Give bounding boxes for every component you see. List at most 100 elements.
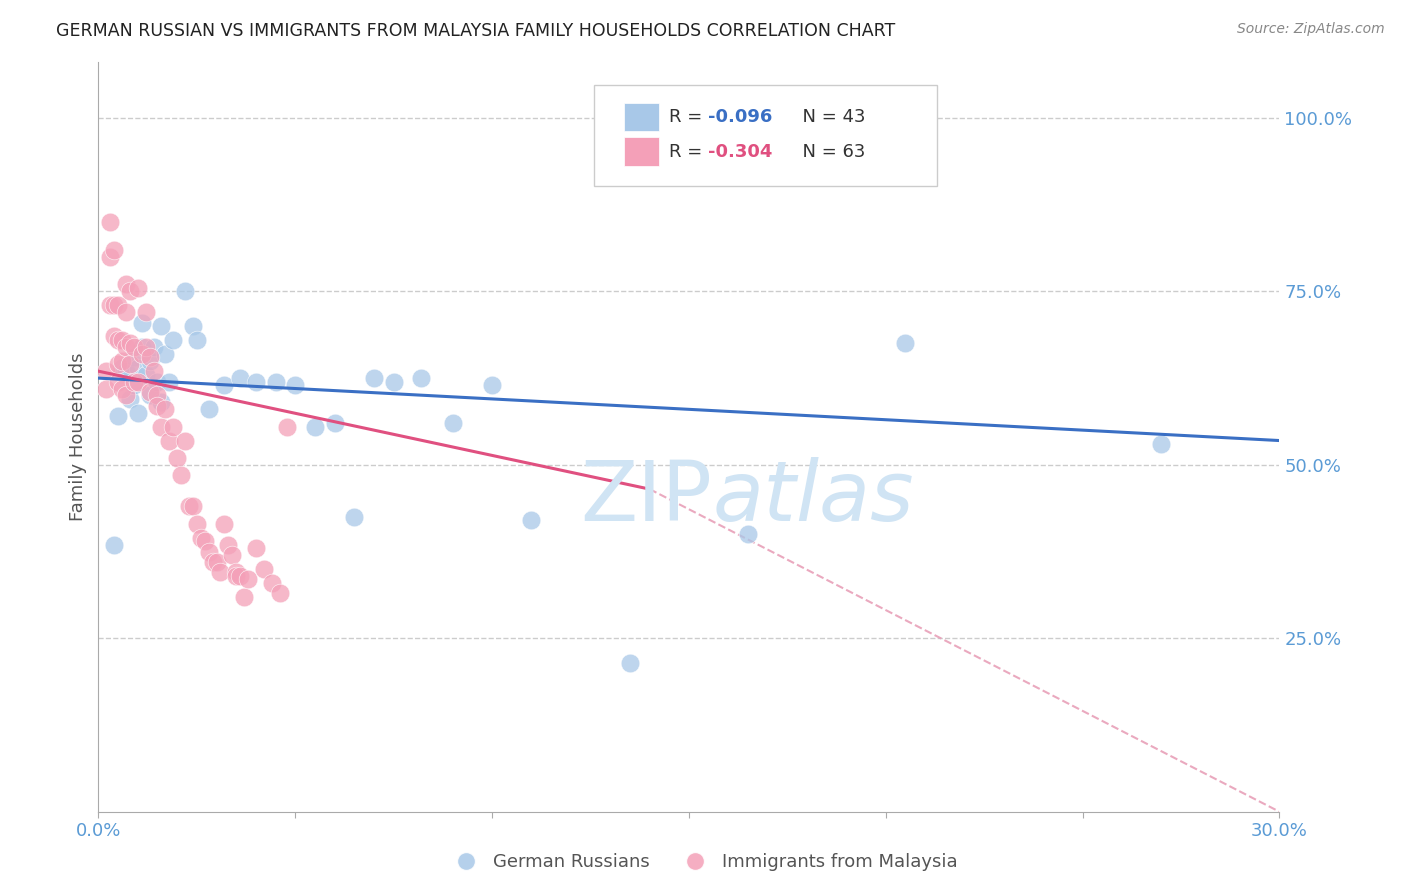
Point xyxy=(323,416,346,430)
Point xyxy=(177,500,200,514)
Point xyxy=(170,468,193,483)
Point xyxy=(135,305,157,319)
Point xyxy=(174,285,197,299)
Point xyxy=(103,298,125,312)
Point xyxy=(138,388,160,402)
Point xyxy=(142,364,165,378)
Point xyxy=(264,375,287,389)
Point xyxy=(276,419,298,434)
Point xyxy=(111,333,134,347)
Point xyxy=(150,319,173,334)
Point xyxy=(157,434,180,448)
Point xyxy=(135,340,157,354)
Point xyxy=(111,382,134,396)
Point xyxy=(520,513,543,527)
Point xyxy=(96,364,118,378)
Point xyxy=(284,378,307,392)
Text: -0.304: -0.304 xyxy=(707,143,772,161)
Point xyxy=(142,340,165,354)
Point xyxy=(138,384,160,399)
Point xyxy=(737,527,759,541)
Point xyxy=(107,409,129,424)
Point xyxy=(115,388,138,402)
Point xyxy=(111,360,134,375)
Point xyxy=(96,382,118,396)
Point xyxy=(1150,437,1173,451)
Point xyxy=(186,516,208,531)
Point xyxy=(155,347,177,361)
Text: GERMAN RUSSIAN VS IMMIGRANTS FROM MALAYSIA FAMILY HOUSEHOLDS CORRELATION CHART: GERMAN RUSSIAN VS IMMIGRANTS FROM MALAYS… xyxy=(56,22,896,40)
Point xyxy=(115,277,138,292)
Point xyxy=(131,347,153,361)
Legend: German Russians, Immigrants from Malaysia: German Russians, Immigrants from Malaysi… xyxy=(441,847,965,879)
Point xyxy=(122,351,145,365)
Y-axis label: Family Households: Family Households xyxy=(69,353,87,521)
Point xyxy=(214,378,236,392)
Point xyxy=(98,215,121,229)
FancyBboxPatch shape xyxy=(595,85,936,186)
Point xyxy=(118,285,141,299)
Point xyxy=(127,375,149,389)
Point xyxy=(245,541,267,555)
Point xyxy=(162,333,184,347)
Point xyxy=(122,378,145,392)
Point xyxy=(382,375,405,389)
Point xyxy=(118,336,141,351)
Point xyxy=(135,368,157,382)
Point xyxy=(150,419,173,434)
Point xyxy=(166,450,188,465)
Point xyxy=(103,243,125,257)
Point xyxy=(269,586,291,600)
Text: ZIP: ZIP xyxy=(581,457,713,538)
Point xyxy=(111,353,134,368)
Point xyxy=(229,569,252,583)
Point xyxy=(98,250,121,264)
Point xyxy=(205,555,228,569)
Point xyxy=(221,548,243,562)
Text: R =: R = xyxy=(669,108,707,126)
Text: R =: R = xyxy=(669,143,707,161)
Point xyxy=(343,509,366,524)
Point xyxy=(157,375,180,389)
Point xyxy=(225,566,247,580)
Point xyxy=(103,538,125,552)
Point xyxy=(122,340,145,354)
Point xyxy=(107,375,129,389)
Point xyxy=(174,434,197,448)
Point xyxy=(127,281,149,295)
Point xyxy=(260,575,283,590)
Point xyxy=(481,378,503,392)
Point xyxy=(209,566,232,580)
Point xyxy=(236,572,259,586)
Point xyxy=(127,360,149,375)
Point xyxy=(162,419,184,434)
Point xyxy=(107,333,129,347)
Point xyxy=(103,329,125,343)
Point xyxy=(225,569,247,583)
Point xyxy=(115,364,138,378)
Point xyxy=(115,305,138,319)
Point xyxy=(118,392,141,406)
Point xyxy=(138,351,160,365)
Text: Source: ZipAtlas.com: Source: ZipAtlas.com xyxy=(1237,22,1385,37)
Point xyxy=(197,402,219,417)
Point xyxy=(253,562,276,576)
Point xyxy=(146,375,169,389)
Point xyxy=(194,534,217,549)
Point xyxy=(894,336,917,351)
Point xyxy=(619,656,641,670)
Point xyxy=(98,298,121,312)
Point xyxy=(245,375,267,389)
Text: N = 43: N = 43 xyxy=(790,108,865,126)
Point xyxy=(138,353,160,368)
Point xyxy=(118,357,141,371)
Point xyxy=(146,388,169,402)
Point xyxy=(150,395,173,409)
Point xyxy=(411,371,433,385)
Point xyxy=(146,399,169,413)
Point xyxy=(201,555,224,569)
Point xyxy=(186,333,208,347)
Point xyxy=(363,371,385,385)
Text: -0.096: -0.096 xyxy=(707,108,772,126)
Point xyxy=(197,544,219,558)
